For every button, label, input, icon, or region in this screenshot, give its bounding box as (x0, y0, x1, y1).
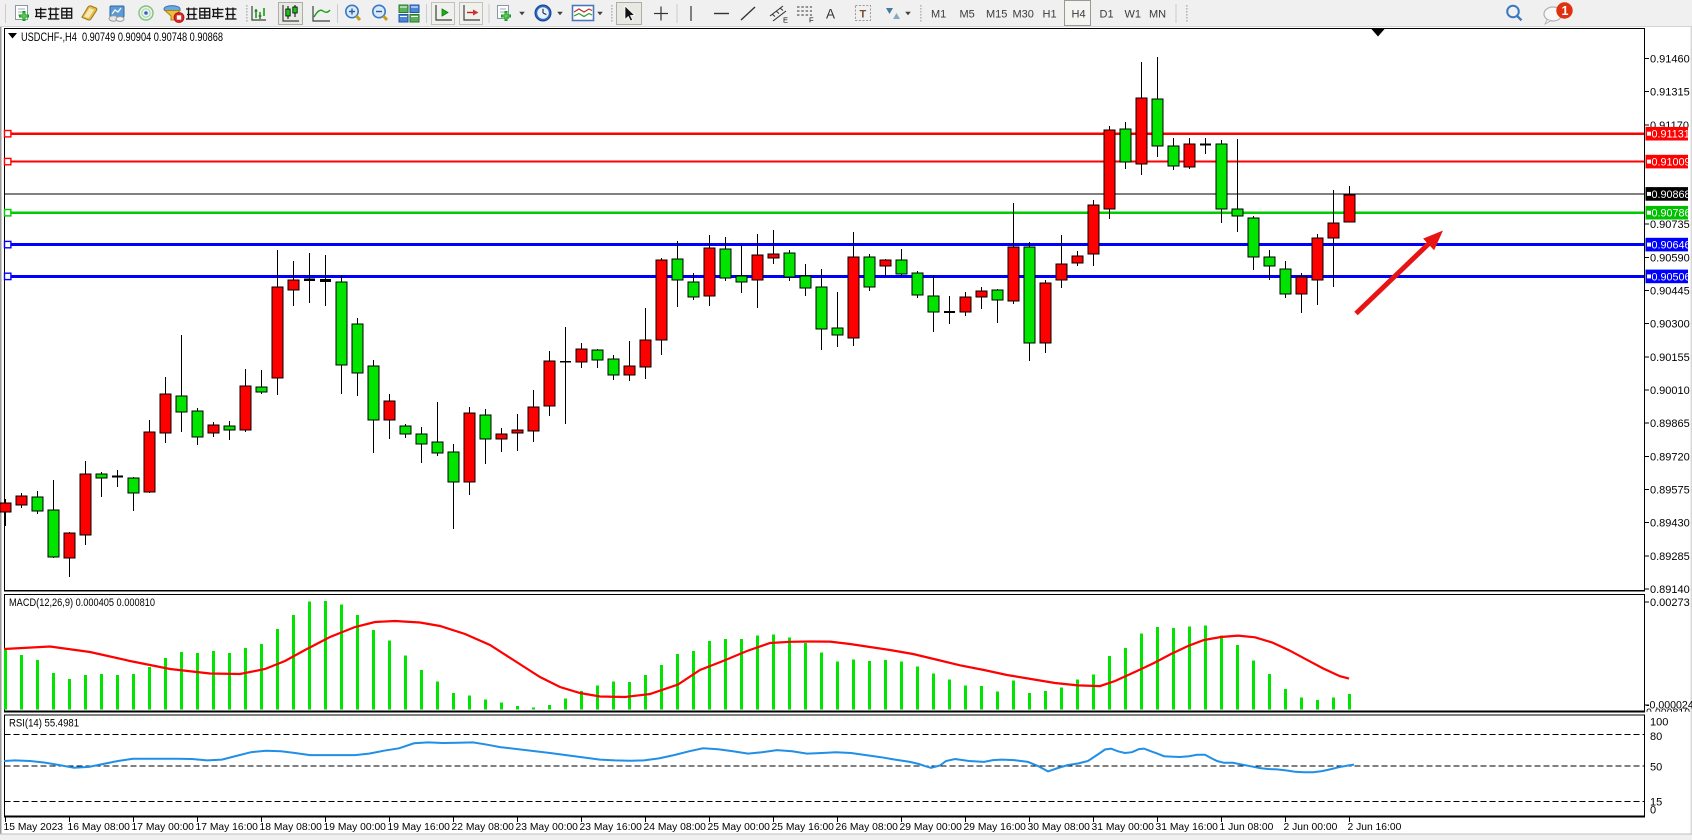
svg-text:30 May 08:00: 30 May 08:00 (1028, 822, 1091, 833)
svg-text:M30: M30 (1013, 9, 1034, 21)
svg-text:0.89285: 0.89285 (1650, 551, 1690, 563)
svg-text:15: 15 (1650, 796, 1662, 808)
svg-text:2 Jun 16:00: 2 Jun 16:00 (1348, 822, 1402, 833)
svg-text:0.89865: 0.89865 (1650, 418, 1690, 430)
svg-text:26 May 08:00: 26 May 08:00 (836, 822, 899, 833)
svg-text:22 May 08:00: 22 May 08:00 (452, 822, 515, 833)
svg-text:E: E (783, 16, 788, 25)
svg-text:0.90506: 0.90506 (1652, 271, 1691, 283)
svg-text:25 May 00:00: 25 May 00:00 (708, 822, 771, 833)
svg-text:D1: D1 (1100, 9, 1114, 21)
svg-text:0.89720: 0.89720 (1650, 451, 1690, 463)
svg-text:0.91315: 0.91315 (1650, 87, 1690, 99)
svg-text:M5: M5 (960, 9, 975, 21)
svg-text:H1: H1 (1043, 9, 1057, 21)
svg-text:M15: M15 (986, 9, 1007, 21)
svg-text:0.90868: 0.90868 (1652, 189, 1691, 201)
svg-text:15 May 2023: 15 May 2023 (4, 822, 64, 833)
svg-text:0.90155: 0.90155 (1650, 352, 1690, 364)
svg-text:18 May 08:00: 18 May 08:00 (260, 822, 323, 833)
svg-text:0.91460: 0.91460 (1650, 54, 1690, 66)
svg-text:19 May 00:00: 19 May 00:00 (324, 822, 387, 833)
svg-text:0.89140: 0.89140 (1650, 584, 1690, 596)
svg-text:0.00273: 0.00273 (1650, 597, 1690, 609)
svg-text:2 Jun 00:00: 2 Jun 00:00 (1284, 822, 1338, 833)
svg-text:23 May 16:00: 23 May 16:00 (580, 822, 643, 833)
svg-text:0.000810: 0.000810 (1646, 707, 1690, 719)
svg-text:0.90445: 0.90445 (1650, 286, 1690, 298)
svg-text:0.90735: 0.90735 (1650, 219, 1690, 231)
svg-text:23 May 00:00: 23 May 00:00 (516, 822, 579, 833)
svg-text:0.90786: 0.90786 (1652, 208, 1691, 220)
svg-text:USDCHF-,H4 0.90749 0.90904 0.: USDCHF-,H4 0.90749 0.90904 0.90748 0.908… (21, 30, 223, 44)
svg-text:17 May 16:00: 17 May 16:00 (196, 822, 259, 833)
svg-text:24 May 08:00: 24 May 08:00 (644, 822, 707, 833)
svg-text:17 May 00:00: 17 May 00:00 (132, 822, 195, 833)
svg-text:H4: H4 (1072, 9, 1086, 21)
svg-text:0.90010: 0.90010 (1650, 385, 1690, 397)
svg-text:31 May 00:00: 31 May 00:00 (1092, 822, 1155, 833)
svg-text:16 May 08:00: 16 May 08:00 (68, 822, 131, 833)
svg-text:50: 50 (1650, 761, 1662, 773)
svg-text:MACD(12,26,9) 0.000405 0.00081: MACD(12,26,9) 0.000405 0.000810 (9, 597, 155, 609)
svg-text:80: 80 (1650, 731, 1662, 743)
svg-text:0.90590: 0.90590 (1650, 252, 1690, 264)
svg-text:A: A (826, 7, 835, 22)
svg-text:0: 0 (1650, 805, 1656, 817)
svg-text:1 Jun 08:00: 1 Jun 08:00 (1220, 822, 1274, 833)
svg-text:0.91009: 0.91009 (1652, 157, 1691, 169)
svg-text:0.89575: 0.89575 (1650, 485, 1690, 497)
svg-text:RSI(14) 55.4981: RSI(14) 55.4981 (9, 718, 79, 730)
svg-text:0.90646: 0.90646 (1652, 240, 1691, 252)
svg-text:W1: W1 (1125, 9, 1142, 21)
svg-text:1: 1 (1562, 4, 1569, 18)
svg-text:F: F (809, 16, 814, 25)
svg-text:25 May 16:00: 25 May 16:00 (772, 822, 835, 833)
svg-text:0.91131: 0.91131 (1652, 129, 1690, 141)
svg-text:T: T (860, 9, 867, 21)
svg-text:19 May 16:00: 19 May 16:00 (388, 822, 451, 833)
svg-text:29 May 16:00: 29 May 16:00 (964, 822, 1027, 833)
svg-text:29 May 00:00: 29 May 00:00 (900, 822, 963, 833)
svg-text:0.90300: 0.90300 (1650, 319, 1690, 331)
svg-text:0.89430: 0.89430 (1650, 518, 1690, 530)
svg-text:M1: M1 (931, 9, 946, 21)
svg-text:-0.000024: -0.000024 (1646, 700, 1692, 712)
svg-text:100: 100 (1650, 716, 1668, 728)
svg-text:31 May 16:00: 31 May 16:00 (1156, 822, 1219, 833)
svg-text:MN: MN (1149, 9, 1166, 21)
